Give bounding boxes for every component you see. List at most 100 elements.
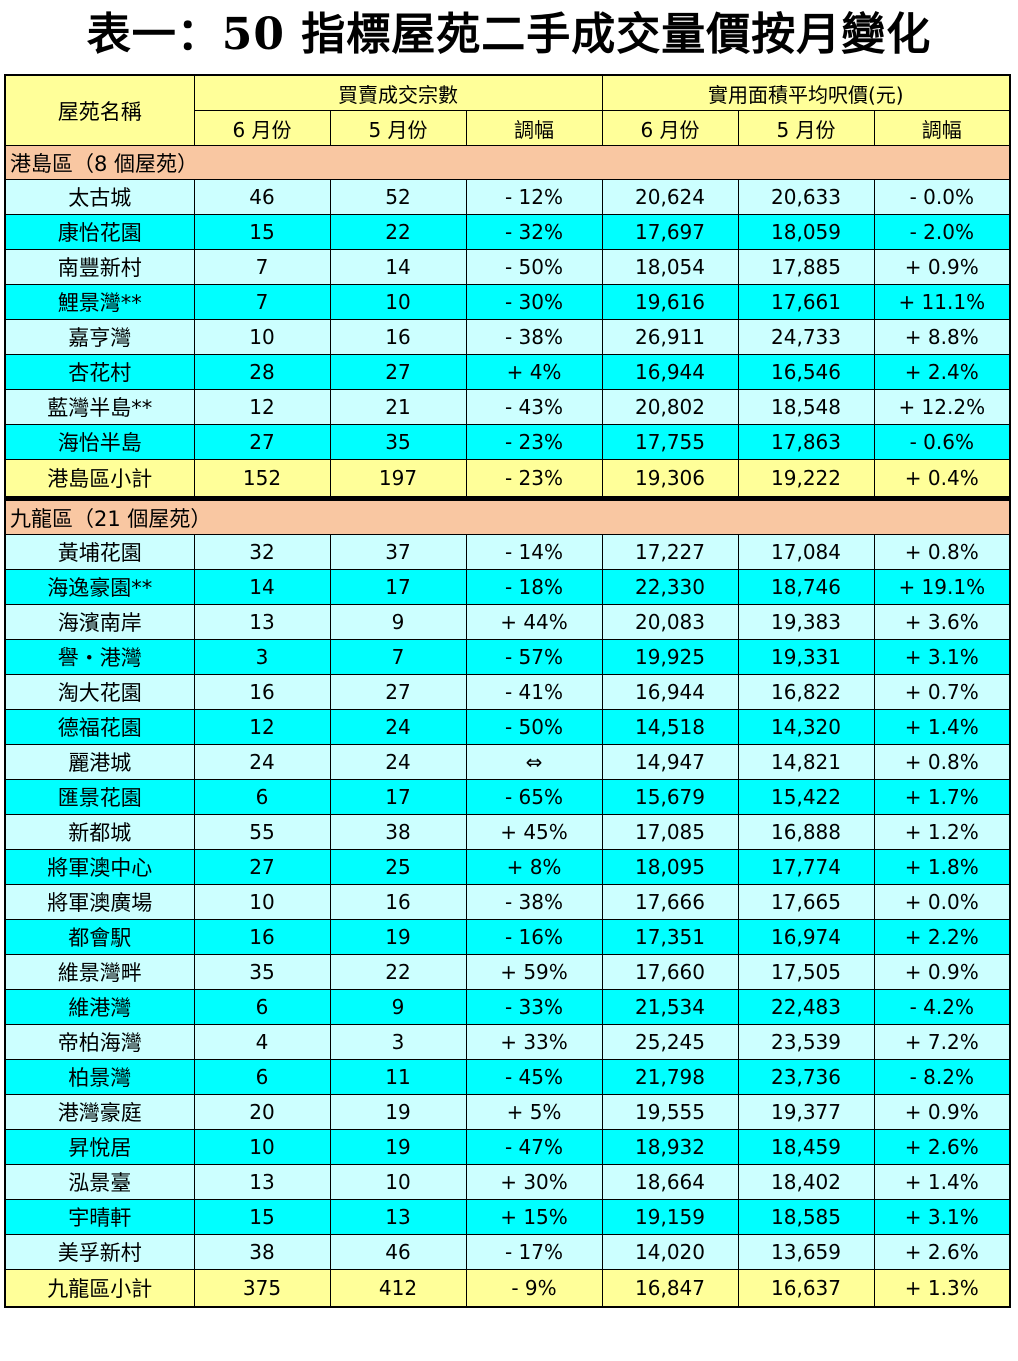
cell-px-may: 13,659 bbox=[737, 1234, 875, 1270]
cell-px-may: 17,505 bbox=[737, 954, 875, 990]
cell-vol-may: 10 bbox=[329, 1164, 467, 1200]
cell-px-change: - 0.0% bbox=[873, 179, 1011, 215]
cell-vol-jun: 14 bbox=[193, 569, 331, 605]
cell-vol-jun: 6 bbox=[193, 989, 331, 1025]
cell-vol-may: 35 bbox=[329, 424, 467, 460]
cell-vol-jun: 13 bbox=[193, 1164, 331, 1200]
cell-vol-jun: 16 bbox=[193, 674, 331, 710]
cell-vol-jun: 24 bbox=[193, 744, 331, 780]
header-row-2: 6 月份 5 月份 調幅 6 月份 5 月份 調幅 bbox=[5, 110, 1011, 146]
cell-px-may: 16,637 bbox=[737, 1269, 875, 1308]
cell-px-may: 19,383 bbox=[737, 604, 875, 640]
cell-px-jun: 14,518 bbox=[601, 709, 739, 745]
cell-px-change: - 2.0% bbox=[873, 214, 1011, 250]
cell-px-change: - 8.2% bbox=[873, 1059, 1011, 1095]
cell-vol-may: 19 bbox=[329, 919, 467, 955]
cell-estate-name: 帝柏海灣 bbox=[4, 1024, 195, 1060]
cell-px-change: + 12.2% bbox=[873, 389, 1011, 425]
cell-vol-change: - 33% bbox=[465, 989, 603, 1025]
cell-px-may: 18,548 bbox=[737, 389, 875, 425]
cell-estate-name: 美孚新村 bbox=[4, 1234, 195, 1270]
cell-estate-name: 德福花園 bbox=[4, 709, 195, 745]
cell-px-jun: 21,798 bbox=[601, 1059, 739, 1095]
table-row: 嘉亨灣 10 16- 38% 26,911 24,733 + 8.8% bbox=[4, 319, 1011, 355]
cell-px-change: + 0.4% bbox=[873, 459, 1011, 497]
cell-px-may: 19,222 bbox=[737, 459, 875, 497]
cell-px-change: - 0.6% bbox=[873, 424, 1011, 460]
cell-px-may: 15,422 bbox=[737, 779, 875, 815]
cell-px-may: 18,585 bbox=[737, 1199, 875, 1235]
cell-px-may: 17,084 bbox=[737, 534, 875, 570]
cell-px-change: + 0.7% bbox=[873, 674, 1011, 710]
cell-vol-change: - 38% bbox=[465, 319, 603, 355]
cell-px-change: + 2.6% bbox=[873, 1129, 1011, 1165]
subtotal-row: 港島區小計 152 197- 23% 19,306 19,222 + 0.4% bbox=[4, 459, 1011, 497]
cell-vol-may: 37 bbox=[329, 534, 467, 570]
section-header-row: 港島區（8 個屋苑） bbox=[4, 145, 1011, 180]
table-row: 都會駅 16 19- 16% 17,351 16,974 + 2.2% bbox=[4, 919, 1011, 955]
table-row: 杏花村 28 27 + 4% 16,944 16,546 + 2.4% bbox=[4, 354, 1011, 390]
cell-px-jun: 18,054 bbox=[601, 249, 739, 285]
cell-vol-change: + 59% bbox=[465, 954, 603, 990]
cell-px-change: + 1.8% bbox=[873, 849, 1011, 885]
cell-vol-jun: 16 bbox=[193, 919, 331, 955]
cell-vol-may: 19 bbox=[329, 1094, 467, 1130]
table-row: 麗港城 24 24 ⇔ 14,947 14,821 + 0.8% bbox=[4, 744, 1011, 780]
cell-vol-jun: 28 bbox=[193, 354, 331, 390]
cell-vol-may: 412 bbox=[329, 1269, 467, 1308]
table-row: 維港灣 6 9- 33% 21,534 22,483- 4.2% bbox=[4, 989, 1011, 1025]
table-row: 宇晴軒 15 13 + 15% 19,159 18,585 + 3.1% bbox=[4, 1199, 1011, 1235]
cell-px-jun: 19,925 bbox=[601, 639, 739, 675]
cell-vol-may: 25 bbox=[329, 849, 467, 885]
table-row: 鯉景灣** 7 10- 30% 19,616 17,661 + 11.1% bbox=[4, 284, 1011, 320]
cell-vol-change: + 15% bbox=[465, 1199, 603, 1235]
cell-px-jun: 16,847 bbox=[601, 1269, 739, 1308]
cell-vol-may: 52 bbox=[329, 179, 467, 215]
cell-px-jun: 21,534 bbox=[601, 989, 739, 1025]
table-row: 德福花園 12 24- 50% 14,518 14,320 + 1.4% bbox=[4, 709, 1011, 745]
cell-vol-jun: 10 bbox=[193, 1129, 331, 1165]
table-row: 黃埔花園 32 37- 14% 17,227 17,084 + 0.8% bbox=[4, 534, 1011, 570]
cell-px-change: + 1.7% bbox=[873, 779, 1011, 815]
cell-estate-name: 譽・港灣 bbox=[4, 639, 195, 675]
cell-vol-jun: 55 bbox=[193, 814, 331, 850]
cell-vol-change: - 43% bbox=[465, 389, 603, 425]
table-row: 海逸豪園** 14 17- 18% 22,330 18,746 + 19.1% bbox=[4, 569, 1011, 605]
cell-vol-jun: 3 bbox=[193, 639, 331, 675]
cell-px-may: 20,633 bbox=[737, 179, 875, 215]
table-row: 泓景臺 13 10 + 30% 18,664 18,402 + 1.4% bbox=[4, 1164, 1011, 1200]
cell-vol-jun: 4 bbox=[193, 1024, 331, 1060]
cell-vol-jun: 7 bbox=[193, 249, 331, 285]
cell-estate-name: 海逸豪園** bbox=[4, 569, 195, 605]
cell-px-jun: 18,664 bbox=[601, 1164, 739, 1200]
cell-px-change: + 11.1% bbox=[873, 284, 1011, 320]
cell-px-jun: 17,227 bbox=[601, 534, 739, 570]
estate-table: 屋苑名稱 買賣成交宗數 實用面積平均呎價(元) 6 月份 5 月份 調幅 6 月… bbox=[4, 74, 1012, 1308]
cell-estate-name: 藍灣半島** bbox=[4, 389, 195, 425]
table-row: 新都城 55 38 + 45% 17,085 16,888 + 1.2% bbox=[4, 814, 1011, 850]
cell-vol-jun: 6 bbox=[193, 779, 331, 815]
cell-px-change: + 2.2% bbox=[873, 919, 1011, 955]
table-row: 美孚新村 38 46- 17% 14,020 13,659 + 2.6% bbox=[4, 1234, 1011, 1270]
cell-px-may: 17,774 bbox=[737, 849, 875, 885]
cell-subtotal-name: 九龍區小計 bbox=[4, 1269, 195, 1308]
cell-vol-jun: 10 bbox=[193, 319, 331, 355]
cell-vol-may: 13 bbox=[329, 1199, 467, 1235]
cell-px-may: 18,746 bbox=[737, 569, 875, 605]
table-row: 維景灣畔 35 22 + 59% 17,660 17,505 + 0.9% bbox=[4, 954, 1011, 990]
header-px-jun: 6 月份 bbox=[601, 110, 739, 146]
cell-px-jun: 17,755 bbox=[601, 424, 739, 460]
cell-vol-jun: 12 bbox=[193, 389, 331, 425]
cell-px-jun: 19,555 bbox=[601, 1094, 739, 1130]
cell-px-jun: 17,351 bbox=[601, 919, 739, 955]
cell-px-may: 17,885 bbox=[737, 249, 875, 285]
cell-px-may: 19,377 bbox=[737, 1094, 875, 1130]
cell-vol-change: - 23% bbox=[465, 424, 603, 460]
cell-px-change: + 2.6% bbox=[873, 1234, 1011, 1270]
cell-vol-may: 22 bbox=[329, 954, 467, 990]
estate-table-container: 屋苑名稱 買賣成交宗數 實用面積平均呎價(元) 6 月份 5 月份 調幅 6 月… bbox=[4, 74, 1012, 1308]
cell-vol-may: 19 bbox=[329, 1129, 467, 1165]
header-estate-name: 屋苑名稱 bbox=[4, 74, 195, 146]
cell-px-jun: 16,944 bbox=[601, 674, 739, 710]
section-header-row: 九龍區（21 個屋苑） bbox=[4, 500, 1011, 535]
